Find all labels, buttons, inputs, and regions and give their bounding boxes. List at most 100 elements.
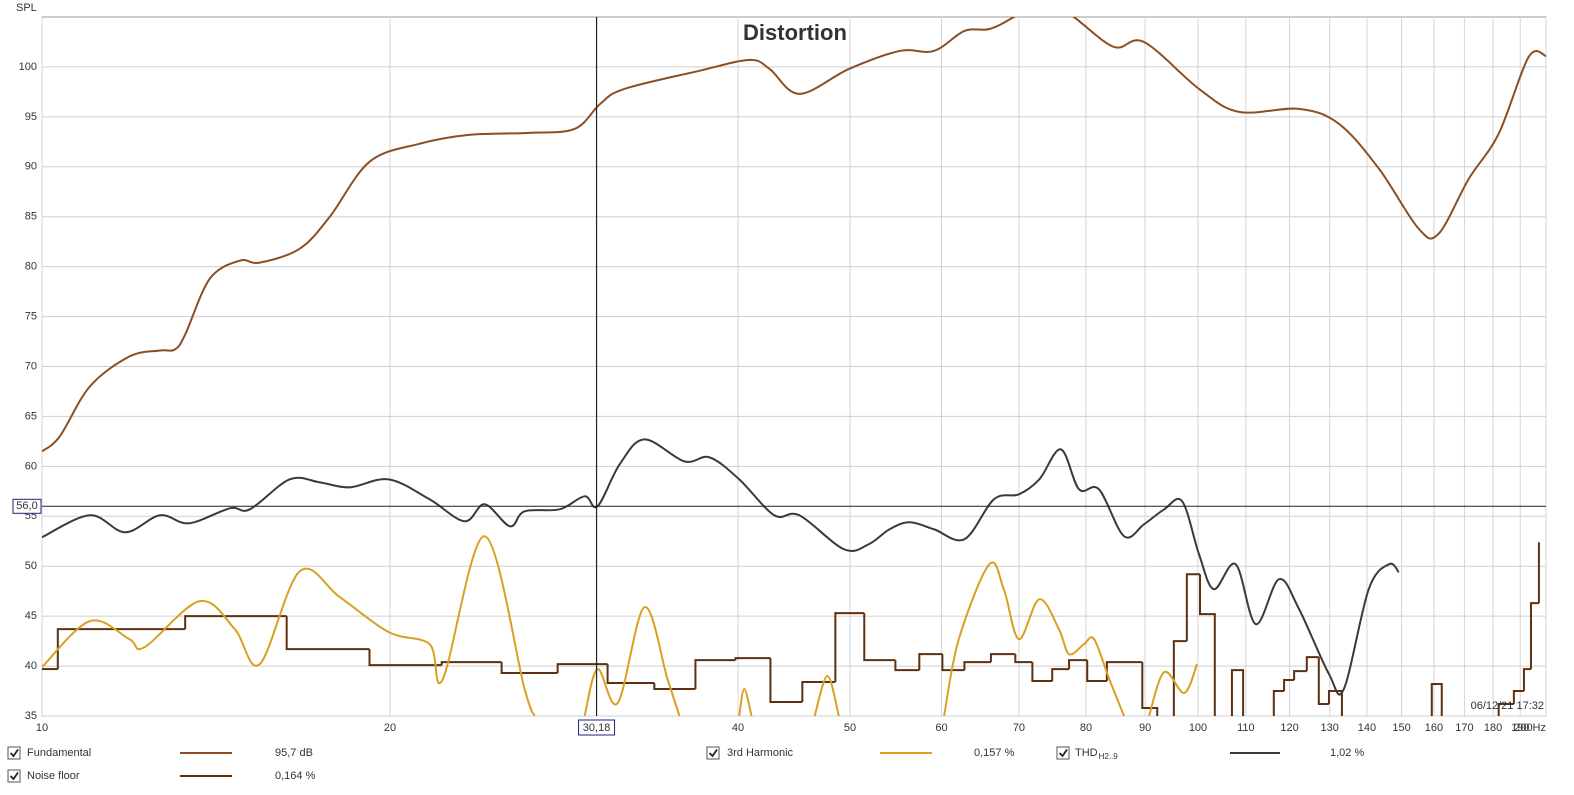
- x-tick-label: 170: [1455, 722, 1473, 734]
- step-segment: [606, 664, 655, 685]
- step-segment: [1051, 668, 1070, 682]
- x-tick-label: 150: [1392, 722, 1410, 734]
- step-segment: [694, 659, 736, 690]
- checkmark: [9, 748, 19, 758]
- step-segment: [1230, 669, 1245, 716]
- step-segment: [1529, 602, 1539, 670]
- x-tick-label: 10: [36, 722, 48, 734]
- step-segment: [1430, 683, 1443, 716]
- y-tick-label: 90: [25, 161, 37, 173]
- legend-readout: 0,164 %: [275, 770, 316, 782]
- series-line: [943, 561, 1125, 716]
- step-segment: [941, 654, 965, 672]
- legend-readout: 95,7 dB: [275, 747, 313, 759]
- legend-item: Noise floor 0,164 %: [7, 769, 316, 783]
- x-tick-label: 180: [1484, 722, 1502, 734]
- y-tick-label: 85: [25, 211, 37, 223]
- step-segment: [285, 616, 370, 651]
- series-line: [583, 606, 681, 716]
- y-tick-label: 65: [25, 410, 37, 422]
- legend-name: 3rd Harmonic: [727, 747, 794, 759]
- y-tick-label: 45: [25, 610, 37, 622]
- step-segment: [1068, 659, 1088, 670]
- step-segment: [1497, 703, 1514, 716]
- step-segment: [963, 661, 991, 671]
- legend-item: Fundamental 95,7 dB: [7, 746, 313, 760]
- x-tick-label: 70: [1013, 722, 1025, 734]
- legend-checkbox[interactable]: [7, 769, 21, 783]
- legend-checkbox[interactable]: [706, 746, 720, 760]
- checkmark: [708, 748, 718, 758]
- legend-checkbox[interactable]: [7, 746, 21, 760]
- legend-item: THD H2..9 1,02 %: [1056, 746, 1364, 761]
- step-segment: [1522, 668, 1531, 692]
- cursor-x-box: [578, 719, 616, 736]
- checkmark: [9, 771, 19, 781]
- step-segment: [1141, 662, 1159, 716]
- series-line: [42, 438, 1400, 696]
- x-tick-label: 40: [732, 722, 744, 734]
- y-axis-label: SPL: [16, 2, 37, 14]
- x-tick-label: 120: [1280, 722, 1298, 734]
- x-tick-label: 60: [935, 722, 947, 734]
- step-segment: [440, 661, 502, 666]
- step-segment: [834, 612, 865, 683]
- step-segment: [1185, 573, 1201, 642]
- x-tick-label: 190: [1511, 722, 1529, 734]
- x-tick-label: 80: [1080, 722, 1092, 734]
- cursor-y-label: 56,0: [16, 500, 37, 512]
- step-segment: [1272, 690, 1285, 716]
- legend-item: 3rd Harmonic 0,157 %: [706, 746, 1015, 760]
- step-segment: [863, 613, 896, 662]
- step-segment: [184, 615, 287, 630]
- x-tick-label: 90: [1139, 722, 1151, 734]
- step-segment: [1086, 660, 1107, 683]
- series-line: [813, 675, 840, 716]
- series-line: [738, 688, 753, 716]
- y-tick-label: 75: [25, 310, 37, 322]
- x-tick-label: 140: [1358, 722, 1376, 734]
- x-tick-label: 20: [384, 722, 396, 734]
- step-segment: [1172, 640, 1187, 716]
- x-tick-label: 130: [1321, 722, 1339, 734]
- series-line: [42, 17, 1546, 453]
- y-tick-label: 40: [25, 660, 37, 672]
- step-segment: [1283, 679, 1295, 692]
- step-segment: [894, 660, 920, 672]
- legend-readout: 0,157 %: [974, 747, 1015, 759]
- step-segment: [1014, 654, 1033, 664]
- y-tick-label: 35: [25, 710, 37, 722]
- y-tick-label: 100: [19, 61, 37, 73]
- x-tick-label: 50: [844, 722, 856, 734]
- legend-name-sub: H2..9: [1099, 752, 1119, 761]
- step-segment: [500, 662, 558, 675]
- step-segment: [56, 628, 186, 670]
- step-segment: [1512, 690, 1524, 705]
- x-tick-label: 100: [1189, 722, 1207, 734]
- step-segment: [1199, 574, 1216, 716]
- y-tick-label: 80: [25, 261, 37, 273]
- legend-checkbox[interactable]: [1056, 746, 1070, 760]
- step-segment: [918, 653, 943, 671]
- timestamp: 06/12/21 17:32: [1471, 700, 1544, 712]
- series-line: [1148, 663, 1198, 716]
- x-tick-label: 110: [1237, 722, 1255, 734]
- series-line: [42, 535, 536, 716]
- cursor-y-box: [12, 498, 42, 514]
- step-segment: [769, 658, 803, 704]
- step-segment: [1305, 656, 1319, 672]
- step-segment: [989, 653, 1016, 663]
- x-tick-label: 160: [1425, 722, 1443, 734]
- y-tick-label: 95: [25, 111, 37, 123]
- step-segment: [1031, 662, 1053, 683]
- y-tick-label: 60: [25, 460, 37, 472]
- chart-title: Distortion: [743, 20, 847, 45]
- step-segment: [368, 649, 442, 667]
- legend-name: THD: [1075, 747, 1098, 759]
- cursor-x-label: 30,18: [583, 722, 611, 734]
- legend-readout: 1,02 %: [1330, 747, 1364, 759]
- step-segment: [556, 663, 608, 674]
- legend-name: Noise floor: [27, 770, 80, 782]
- x-tick-label: 200Hz: [1514, 722, 1546, 734]
